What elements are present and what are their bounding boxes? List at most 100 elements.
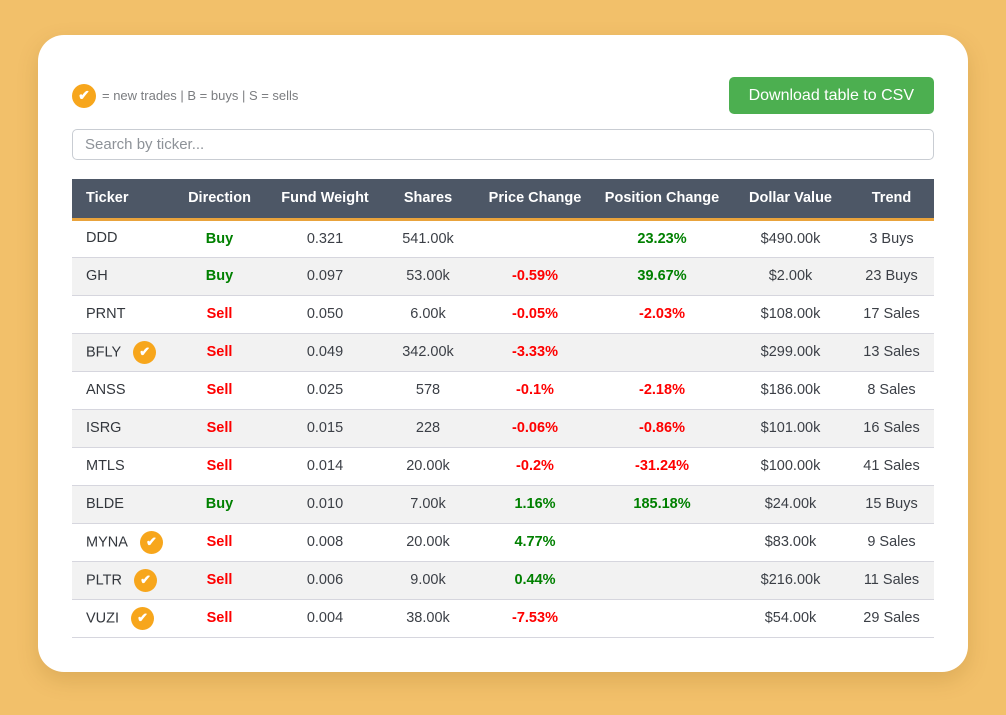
- ticker-label: BLDE: [86, 496, 124, 513]
- price-change-cell: 0.44%: [478, 561, 592, 600]
- price-change-cell: 1.16%: [478, 485, 592, 524]
- position-change-cell: [592, 523, 732, 562]
- position-change-cell: -2.18%: [592, 371, 732, 410]
- direction-cell: Sell: [167, 333, 272, 372]
- column-header-position-change[interactable]: Position Change: [592, 179, 732, 221]
- dollar-value-cell: $83.00k: [732, 523, 849, 562]
- table-row: MTLS ✔ Sell 0.014 20.00k -0.2% -31.24% $…: [72, 447, 934, 486]
- fund-weight-cell: 0.321: [272, 219, 378, 258]
- table-row: VUZI ✔ Sell 0.004 38.00k -7.53% $54.00k …: [72, 599, 934, 638]
- direction-cell: Sell: [167, 561, 272, 600]
- direction-cell: Buy: [167, 219, 272, 258]
- price-change-cell: 4.77%: [478, 523, 592, 562]
- table-row: ISRG ✔ Sell 0.015 228 -0.06% -0.86% $101…: [72, 409, 934, 448]
- position-change-cell: -2.03%: [592, 295, 732, 334]
- fund-weight-cell: 0.097: [272, 257, 378, 296]
- fund-weight-cell: 0.014: [272, 447, 378, 486]
- ticker-label: ANSS: [86, 382, 126, 399]
- direction-cell: Sell: [167, 409, 272, 448]
- position-change-cell: [592, 333, 732, 372]
- trend-cell: 17 Sales: [849, 295, 934, 334]
- position-change-cell: -0.86%: [592, 409, 732, 448]
- price-change-cell: -3.33%: [478, 333, 592, 372]
- new-trade-check-icon: ✔: [131, 606, 155, 630]
- ticker-label: PLTR: [86, 572, 122, 588]
- new-trade-check-icon: ✔: [133, 340, 157, 364]
- fund-weight-cell: 0.050: [272, 295, 378, 334]
- dollar-value-cell: $24.00k: [732, 485, 849, 524]
- search-input[interactable]: [72, 129, 934, 160]
- new-trade-check-icon: ✔: [72, 83, 96, 108]
- dollar-value-cell: $100.00k: [732, 447, 849, 486]
- direction-cell: Sell: [167, 295, 272, 334]
- dollar-value-cell: $54.00k: [732, 599, 849, 638]
- ticker-label: PRNT: [86, 306, 126, 323]
- dollar-value-cell: $101.00k: [732, 409, 849, 448]
- column-header-price-change[interactable]: Price Change: [478, 179, 592, 221]
- shares-cell: 228: [378, 409, 478, 448]
- table-row: MYNA ✔ Sell 0.008 20.00k 4.77% $83.00k 9…: [72, 523, 934, 562]
- ticker-label: GH: [86, 268, 108, 285]
- ticker-cell: GH ✔: [72, 257, 167, 296]
- ticker-cell: PLTR ✔: [72, 561, 167, 600]
- trend-cell: 11 Sales: [849, 561, 934, 600]
- fund-weight-cell: 0.015: [272, 409, 378, 448]
- fund-weight-cell: 0.006: [272, 561, 378, 600]
- position-change-cell: -31.24%: [592, 447, 732, 486]
- ticker-cell: ANSS ✔: [72, 371, 167, 410]
- ticker-cell: MTLS ✔: [72, 447, 167, 486]
- direction-cell: Sell: [167, 447, 272, 486]
- price-change-cell: -7.53%: [478, 599, 592, 638]
- column-header-shares[interactable]: Shares: [378, 179, 478, 221]
- column-header-ticker[interactable]: Ticker: [72, 179, 167, 221]
- position-change-cell: [592, 561, 732, 600]
- direction-cell: Sell: [167, 523, 272, 562]
- position-change-cell: [592, 599, 732, 638]
- fund-weight-cell: 0.008: [272, 523, 378, 562]
- shares-cell: 6.00k: [378, 295, 478, 334]
- column-header-fund-weight[interactable]: Fund Weight: [272, 179, 378, 221]
- column-header-trend[interactable]: Trend: [849, 179, 934, 221]
- table-row: PRNT ✔ Sell 0.050 6.00k -0.05% -2.03% $1…: [72, 295, 934, 334]
- price-change-cell: -0.06%: [478, 409, 592, 448]
- price-change-cell: -0.59%: [478, 257, 592, 296]
- shares-cell: 20.00k: [378, 523, 478, 562]
- price-change-cell: -0.2%: [478, 447, 592, 486]
- table-row: BLDE ✔ Buy 0.010 7.00k 1.16% 185.18% $24…: [72, 485, 934, 524]
- new-trade-check-icon: ✔: [134, 568, 158, 592]
- dollar-value-cell: $299.00k: [732, 333, 849, 372]
- trend-cell: 9 Sales: [849, 523, 934, 562]
- table-row: PLTR ✔ Sell 0.006 9.00k 0.44% $216.00k 1…: [72, 561, 934, 600]
- fund-weight-cell: 0.010: [272, 485, 378, 524]
- trend-cell: 41 Sales: [849, 447, 934, 486]
- legend: ✔ = new trades | B = buys | S = sells: [72, 83, 298, 108]
- trades-card: ✔ = new trades | B = buys | S = sells Do…: [38, 35, 968, 672]
- fund-weight-cell: 0.004: [272, 599, 378, 638]
- ticker-label: ISRG: [86, 420, 122, 437]
- download-csv-button[interactable]: Download table to CSV: [728, 77, 934, 114]
- ticker-label: BFLY: [86, 344, 122, 360]
- fund-weight-cell: 0.049: [272, 333, 378, 372]
- shares-cell: 541.00k: [378, 219, 478, 258]
- position-change-cell: 23.23%: [592, 219, 732, 258]
- ticker-cell: DDD ✔: [72, 219, 167, 258]
- ticker-cell: ISRG ✔: [72, 409, 167, 448]
- column-header-dollar-value[interactable]: Dollar Value: [732, 179, 849, 221]
- ticker-label: MYNA: [86, 534, 128, 550]
- trend-cell: 16 Sales: [849, 409, 934, 448]
- direction-cell: Sell: [167, 371, 272, 410]
- ticker-label: DDD: [86, 230, 118, 247]
- shares-cell: 578: [378, 371, 478, 410]
- direction-cell: Buy: [167, 257, 272, 296]
- toolbar: ✔ = new trades | B = buys | S = sells Do…: [72, 77, 934, 114]
- ticker-label: MTLS: [86, 458, 125, 475]
- trend-cell: 15 Buys: [849, 485, 934, 524]
- shares-cell: 38.00k: [378, 599, 478, 638]
- shares-cell: 20.00k: [378, 447, 478, 486]
- column-header-direction[interactable]: Direction: [167, 179, 272, 221]
- trades-table: Ticker Direction Fund Weight Shares Price Ch…: [72, 179, 934, 638]
- dollar-value-cell: $186.00k: [732, 371, 849, 410]
- position-change-cell: 185.18%: [592, 485, 732, 524]
- shares-cell: 342.00k: [378, 333, 478, 372]
